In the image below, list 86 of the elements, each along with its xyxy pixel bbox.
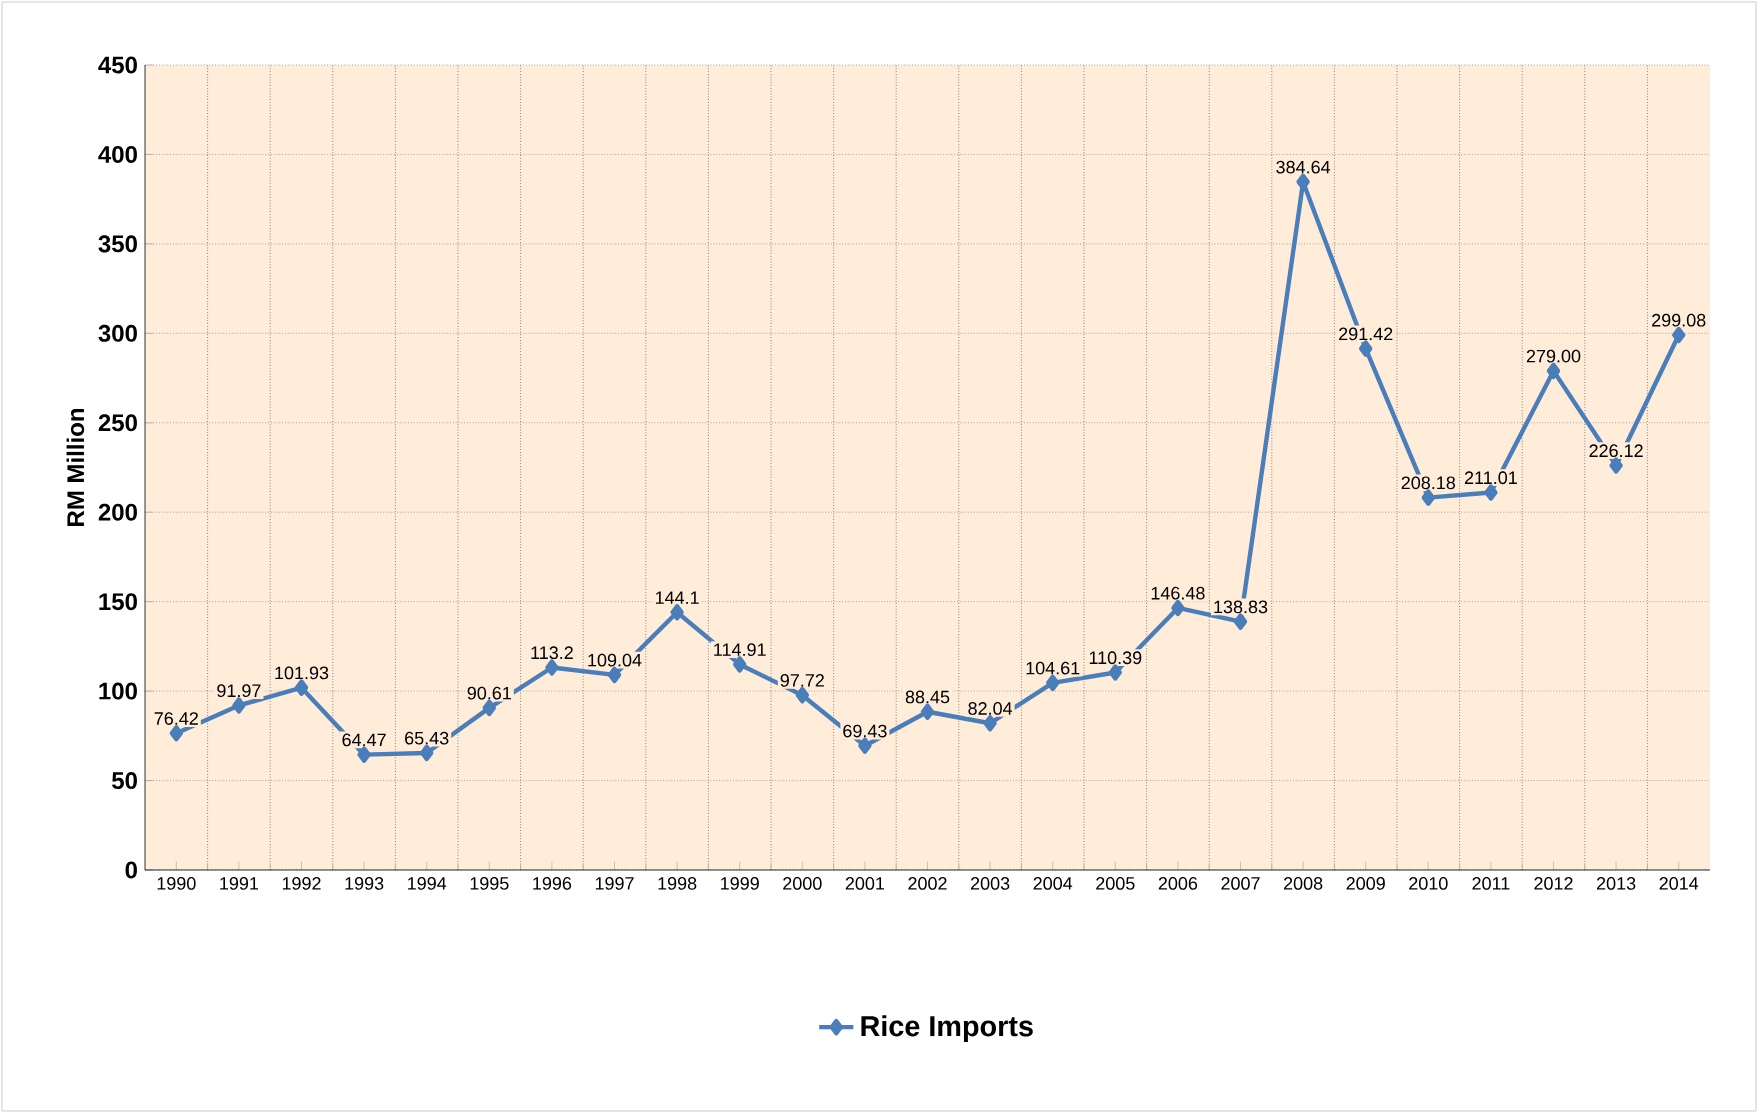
point <box>545 659 559 676</box>
point <box>983 715 997 732</box>
point <box>482 699 497 717</box>
y-tick-label: 250 <box>98 414 137 432</box>
data-label: 69.43 <box>843 724 887 738</box>
x-tick-label: 2012 <box>1534 877 1573 890</box>
data-label: 211.01 <box>1464 471 1517 485</box>
y-tick-label: 50 <box>112 772 137 790</box>
legend-label: Rice Imports <box>861 1015 1033 1043</box>
x-tick-label: 2011 <box>1472 877 1510 890</box>
x-tick-label: 1991 <box>220 877 259 890</box>
data-label: 90.61 <box>467 686 511 700</box>
point <box>1546 362 1561 380</box>
x-tick-label: 1992 <box>282 877 321 890</box>
point <box>920 703 935 720</box>
x-tick-label: 2008 <box>1283 877 1323 890</box>
x-tick-label: 2005 <box>1096 877 1135 890</box>
x-tick-label: 2006 <box>1158 877 1198 890</box>
point <box>1046 674 1060 692</box>
y-tick-label: 350 <box>98 235 137 253</box>
point <box>858 737 872 754</box>
data-label: 146.48 <box>1151 586 1205 600</box>
data-label: 226.12 <box>1589 444 1643 458</box>
x-tick-label: 1996 <box>533 877 572 890</box>
x-tick-label: 1995 <box>470 877 509 890</box>
data-label: 114.91 <box>714 643 766 657</box>
point <box>1233 613 1248 630</box>
point <box>1484 484 1498 501</box>
y-axis-title: RM Million <box>66 408 85 526</box>
x-tick-label: 1993 <box>345 877 384 890</box>
point <box>670 604 684 621</box>
y-tick-label: 100 <box>99 682 137 700</box>
data-label: 97.72 <box>780 674 824 687</box>
point <box>1609 457 1623 474</box>
x-tick-label: 1990 <box>157 877 196 890</box>
y-tick-label: 400 <box>98 145 137 163</box>
y-tick-label: 450 <box>98 56 137 74</box>
y-tick-label: 200 <box>98 503 137 521</box>
data-label: 208.18 <box>1401 476 1456 490</box>
x-tick-label: 2010 <box>1409 877 1448 890</box>
point <box>420 744 434 762</box>
x-tick-label: 2004 <box>1033 877 1073 890</box>
x-tick-label: 2014 <box>1659 877 1699 890</box>
data-label: 110.39 <box>1089 651 1142 665</box>
point <box>169 725 184 742</box>
x-tick-label: 1997 <box>595 877 634 890</box>
data-label: 91.97 <box>217 684 261 698</box>
point <box>294 679 309 696</box>
x-tick-label: 1999 <box>721 877 759 890</box>
x-tick-label: 2007 <box>1221 877 1260 890</box>
data-label: 384.64 <box>1276 160 1331 174</box>
y-tick-label: 300 <box>98 324 137 342</box>
x-tick-label: 1994 <box>408 877 447 890</box>
data-label: 109.04 <box>588 653 642 667</box>
point <box>1421 489 1435 506</box>
x-tick-label: 2000 <box>783 877 822 890</box>
x-tick-label: 2009 <box>1346 877 1385 890</box>
point <box>1359 340 1373 357</box>
point <box>1672 326 1686 344</box>
data-label: 101.93 <box>275 666 329 680</box>
point <box>795 686 810 704</box>
point <box>607 666 622 684</box>
data-label: 113.2 <box>531 646 573 660</box>
y-tick-label: 0 <box>125 861 137 879</box>
x-tick-label: 2003 <box>970 877 1010 890</box>
point <box>232 697 246 714</box>
point <box>1171 599 1185 617</box>
x-tick-label: 2013 <box>1596 877 1636 890</box>
data-label: 76.42 <box>154 712 198 725</box>
y-tick-label: 150 <box>99 593 137 611</box>
data-label: 82.04 <box>968 702 1013 715</box>
data-label: 65.43 <box>405 731 449 745</box>
data-label: 104.61 <box>1026 661 1080 675</box>
data-label: 64.47 <box>342 733 386 747</box>
x-tick-label: 2001 <box>845 877 885 890</box>
data-label: 299.08 <box>1652 313 1706 327</box>
x-tick-label: 1998 <box>658 877 697 890</box>
data-label: 88.45 <box>905 690 950 704</box>
data-label: 144.1 <box>655 591 699 604</box>
x-tick-label: 2002 <box>908 877 947 890</box>
point <box>357 746 371 763</box>
data-label: 138.83 <box>1214 600 1268 614</box>
data-label: 291.42 <box>1339 327 1393 341</box>
point <box>733 656 747 673</box>
point <box>1108 664 1122 681</box>
data-label: 279.00 <box>1526 349 1581 363</box>
